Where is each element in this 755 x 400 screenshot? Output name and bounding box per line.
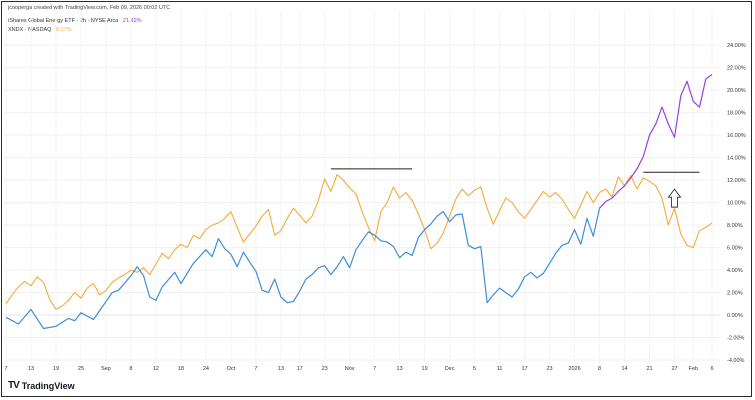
chart-credit: jcooperga created with TradingView.com, … — [8, 5, 171, 11]
x-tick-label: 23 — [322, 366, 328, 372]
x-tick-label: Nov — [345, 366, 355, 372]
x-tick-label: 13 — [28, 366, 34, 372]
x-tick-label: Feb — [689, 366, 698, 372]
y-tick-label: 12.00% — [727, 178, 746, 184]
x-tick-label: 14 — [621, 366, 627, 372]
y-tick-label: 14.00% — [727, 156, 746, 162]
x-tick-label: 2026 — [568, 366, 580, 372]
y-tick-label: -2.00% — [727, 336, 745, 342]
x-tick-label: 27 — [671, 366, 677, 372]
x-tick-label: 8 — [129, 366, 132, 372]
x-tick-label: 8 — [598, 366, 601, 372]
xndx-series-line — [5, 173, 713, 310]
x-tick-label: 25 — [78, 366, 84, 372]
x-tick-label: 23 — [546, 366, 552, 372]
x-tick-label: 13 — [278, 366, 284, 372]
x-tick-label: Dec — [445, 366, 455, 372]
legend-label-energy: iShares Global Energy ETF · 2h · NYSE Ar… — [8, 18, 119, 24]
chart-legend: iShares Global Energy ETF · 2h · NYSE Ar… — [8, 17, 142, 35]
x-tick-label: Sep — [101, 366, 111, 372]
x-tick-label: 7 — [4, 366, 7, 372]
legend-value-energy: 21.42% — [122, 18, 142, 24]
x-tick-label: 24 — [203, 366, 209, 372]
x-tick-label: 11 — [497, 366, 503, 372]
y-tick-label: 10.00% — [727, 201, 746, 207]
y-tick-label: 8.00% — [727, 223, 743, 229]
x-tick-label: Oct — [227, 366, 236, 372]
x-tick-label: 17 — [522, 366, 528, 372]
legend-label-xndx: XNDX · NASDAQ — [8, 27, 52, 33]
up-arrow-icon — [667, 188, 682, 208]
tradingview-brand[interactable]: TV TradingView — [8, 380, 75, 391]
y-tick-label: 2.00% — [727, 291, 743, 297]
energy-series-line-highlight — [599, 74, 713, 209]
x-tick-label: 7 — [373, 366, 376, 372]
x-tick-label: 12 — [153, 366, 159, 372]
x-tick-label: 21 — [646, 366, 652, 372]
y-tick-label: 16.00% — [727, 133, 746, 139]
y-tick-label: -4.00% — [727, 358, 745, 364]
x-tick-label: 19 — [53, 366, 59, 372]
x-tick-label: 13 — [397, 366, 403, 372]
legend-value-xndx: 8.17% — [55, 27, 72, 33]
y-tick-label: 6.00% — [727, 246, 743, 252]
x-tick-label: 19 — [422, 366, 428, 372]
x-tick-label: 17 — [297, 366, 303, 372]
y-tick-label: 18.00% — [727, 111, 746, 117]
tradingview-logo-icon: TV — [8, 380, 20, 391]
y-tick-label: 24.00% — [727, 43, 746, 49]
legend-entry-energy[interactable]: iShares Global Energy ETF · 2h · NYSE Ar… — [8, 17, 142, 26]
y-tick-label: 4.00% — [727, 268, 743, 274]
tradingview-wordmark: TradingView — [21, 380, 75, 391]
y-tick-label: 22.00% — [727, 66, 746, 72]
y-tick-label: 0.00% — [727, 313, 743, 319]
x-tick-label: 5 — [473, 366, 476, 372]
x-tick-label: 6 — [710, 366, 713, 372]
x-tick-label: 7 — [254, 366, 257, 372]
legend-entry-xndx[interactable]: XNDX · NASDAQ 8.17% — [8, 26, 142, 35]
x-tick-label: 18 — [178, 366, 184, 372]
y-tick-label: 20.00% — [727, 88, 746, 94]
energy-series-line — [5, 208, 601, 330]
